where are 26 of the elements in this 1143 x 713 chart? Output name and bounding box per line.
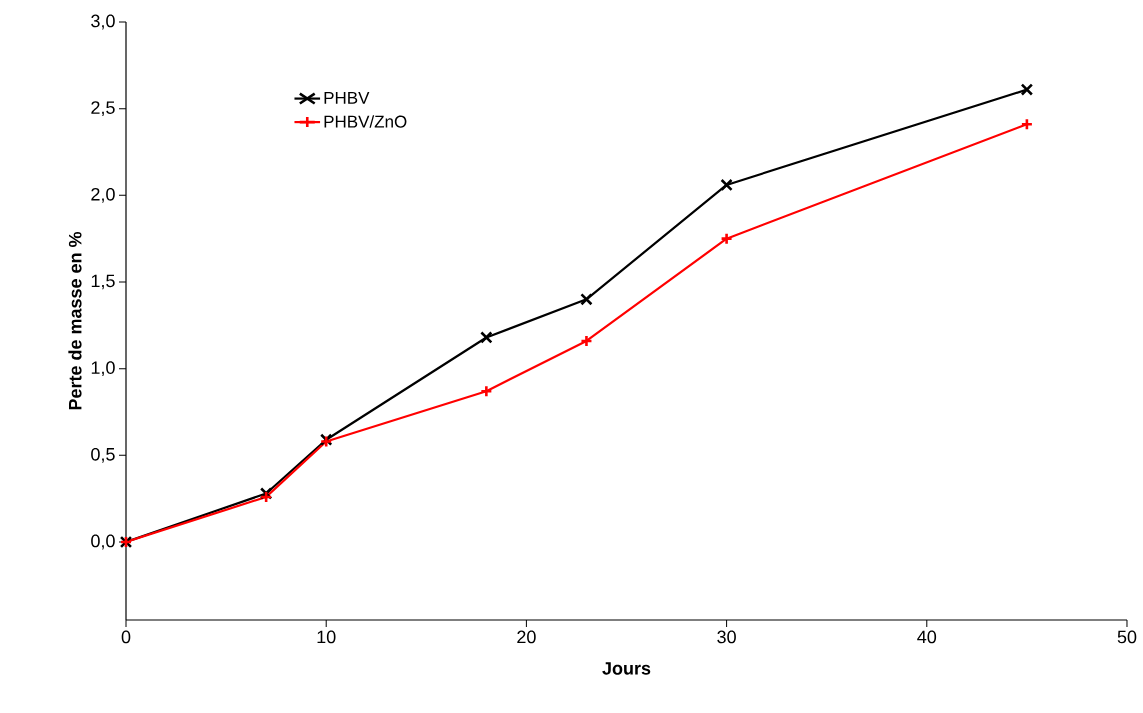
point	[580, 334, 593, 348]
x-tick-label: 20	[517, 630, 536, 644]
legend-label: PHBV	[324, 91, 370, 104]
legend-label: PHBV/ZnO	[324, 115, 407, 128]
y-tick-label: 2,5	[91, 101, 115, 117]
y-tick-label: 1,5	[91, 274, 115, 290]
point	[720, 178, 733, 192]
x-tick-label: 30	[717, 630, 736, 644]
point	[1020, 117, 1034, 131]
point	[1020, 83, 1034, 96]
x-tick-label: 0	[121, 630, 131, 644]
y-axis-title: Perte de masse en %	[68, 231, 82, 410]
x-tick-label: 40	[917, 630, 937, 644]
point	[580, 293, 593, 306]
y-tick-label: 0,5	[91, 447, 115, 463]
x-tick-label: 10	[317, 630, 336, 644]
y-tick-label: 2,0	[91, 187, 115, 203]
y-tick-label: 1,0	[91, 361, 115, 377]
point	[480, 384, 493, 398]
point	[720, 232, 733, 245]
point	[259, 490, 273, 504]
x-tick-label: 50	[1117, 630, 1137, 644]
point	[480, 331, 493, 344]
x-axis-title: Jours	[602, 662, 651, 675]
y-tick-label: 0,0	[91, 534, 115, 550]
y-tick-label: 3,0	[91, 14, 115, 30]
